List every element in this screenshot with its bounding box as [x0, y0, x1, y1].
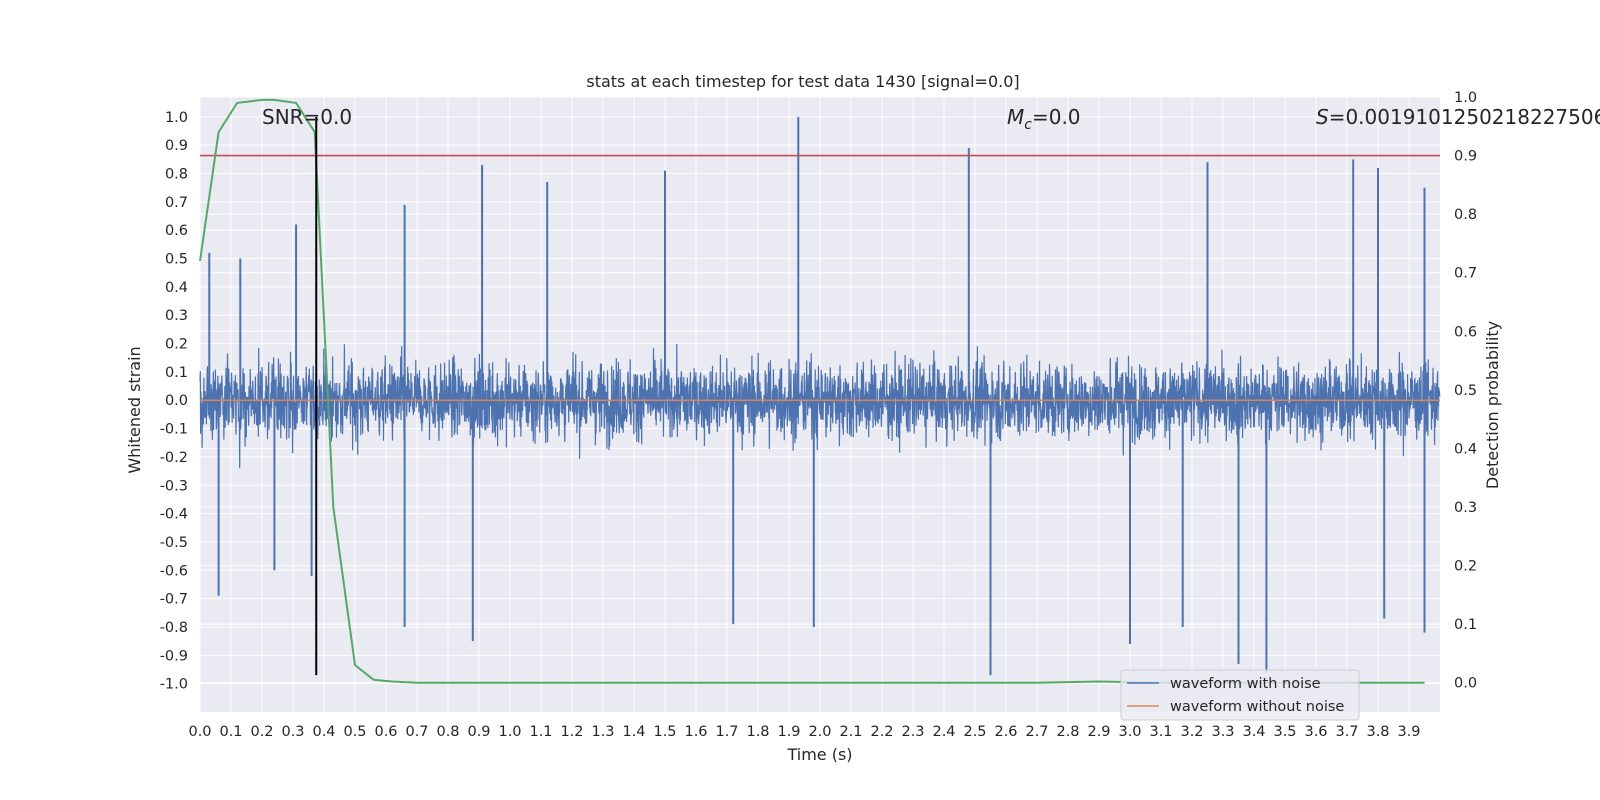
x-tick-label: 1.9 — [777, 724, 800, 740]
y-tick-label: -0.2 — [160, 450, 188, 466]
y-tick-label: -0.1 — [160, 422, 188, 438]
s-symbol: S — [1316, 105, 1329, 129]
x-tick-label: 0.6 — [374, 724, 397, 740]
y-tick-label: -1.0 — [160, 677, 188, 693]
chirp-mass-annotation: Mc=0.0 — [1007, 105, 1081, 133]
x-tick-label: 3.6 — [1304, 724, 1327, 740]
snr-annotation: SNR=0.0 — [262, 105, 352, 129]
x-tick-label: 3.2 — [1180, 724, 1203, 740]
x-tick-label: 3.0 — [1118, 724, 1141, 740]
y-tick-label: 1.0 — [165, 110, 188, 126]
y-tick-label: -0.3 — [160, 478, 188, 494]
chirp-mass-value: =0.0 — [1032, 105, 1081, 129]
y-tick-label: -0.5 — [160, 535, 188, 551]
y2-axis-label: Detection probability — [1483, 321, 1502, 489]
x-tick-label: 1.7 — [715, 724, 738, 740]
x-tick-label: 0.1 — [219, 724, 242, 740]
x-axis-ticks: 0.0 0.1 0.2 0.3 0.4 0.5 0.6 0.7 0.8 0.9 1.0 1.1 1.2 1… — [188, 724, 1420, 740]
y-tick-label: 0.7 — [165, 195, 188, 211]
y-tick-label: 0.0 — [165, 393, 188, 409]
x-tick-label: 1.4 — [622, 724, 645, 740]
x-tick-label: 2.3 — [901, 724, 924, 740]
noise-waveform-line — [199, 343, 1441, 469]
y-tick-label: 0.6 — [165, 223, 188, 239]
y-tick-label: 0.2 — [165, 337, 188, 353]
x-tick-label: 1.3 — [591, 724, 614, 740]
chirp-mass-symbol: M — [1007, 105, 1024, 129]
x-tick-label: 3.5 — [1273, 724, 1296, 740]
x-tick-label: 3.1 — [1149, 724, 1172, 740]
y2-tick-label: 1.0 — [1454, 90, 1477, 106]
legend-box — [1120, 669, 1360, 721]
y2-tick-label: 0.3 — [1454, 500, 1477, 516]
y2-tick-label: 0.7 — [1454, 266, 1477, 282]
y2-tick-label: 0.8 — [1454, 207, 1477, 223]
x-tick-label: 0.5 — [343, 724, 366, 740]
y-tick-label: 0.3 — [165, 308, 188, 324]
detection-probability-line — [199, 98, 1425, 684]
x-tick-label: 2.4 — [932, 724, 955, 740]
legend: waveform with noise waveform without noi… — [1120, 669, 1360, 721]
x-tick-label: 0.7 — [405, 724, 428, 740]
y-tick-label: -0.8 — [160, 620, 188, 636]
x-tick-label: 3.4 — [1242, 724, 1265, 740]
s-value: =0.0019101250218227506 — [1329, 105, 1600, 129]
x-tick-label: 1.1 — [529, 724, 552, 740]
x-tick-label: 1.6 — [684, 724, 707, 740]
y2-tick-label: 0.0 — [1454, 676, 1477, 692]
x-tick-label: 0.3 — [281, 724, 304, 740]
y2-tick-label: 0.5 — [1454, 383, 1477, 399]
x-tick-label: 2.6 — [994, 724, 1017, 740]
y-tick-label: 0.4 — [165, 280, 188, 296]
y2-tick-label: 0.6 — [1454, 324, 1477, 340]
y-axis-ticks: 1.0 0.9 0.8 0.7 0.6 0.5 0.4 0.3 0.2 0.1 0.0 -0.1 -0.… — [160, 110, 188, 693]
y-tick-label: 0.9 — [165, 138, 188, 154]
y2-tick-label: 0.1 — [1454, 617, 1477, 633]
y-tick-label: 0.5 — [165, 252, 188, 268]
x-tick-label: 0.9 — [467, 724, 490, 740]
y-tick-label: 0.8 — [165, 167, 188, 183]
x-axis-label: Time (s) — [786, 745, 852, 764]
x-tick-label: 2.8 — [1056, 724, 1079, 740]
y-tick-label: -0.9 — [160, 648, 188, 664]
x-tick-label: 1.5 — [653, 724, 676, 740]
x-tick-label: 2.7 — [1025, 724, 1048, 740]
y-axis-label: Whitened strain — [125, 346, 144, 473]
series-lines — [199, 98, 1440, 684]
y2-axis-ticks: 1.0 0.9 0.8 0.7 0.6 0.5 0.4 0.3 0.2 0.1 0.0 — [1454, 90, 1477, 692]
x-tick-label: 2.9 — [1087, 724, 1110, 740]
x-tick-label: 0.2 — [250, 724, 273, 740]
x-tick-label: 2.5 — [963, 724, 986, 740]
noise-waveform-series — [199, 116, 1441, 676]
x-tick-label: 1.8 — [746, 724, 769, 740]
x-tick-label: 3.3 — [1211, 724, 1234, 740]
x-tick-label: 1.2 — [560, 724, 583, 740]
x-tick-label: 3.9 — [1397, 724, 1420, 740]
y-tick-label: -0.7 — [160, 592, 188, 608]
y2-tick-label: 0.9 — [1454, 149, 1477, 165]
chart-title: stats at each timestep for test data 143… — [586, 72, 1019, 91]
s-annotation: S=0.0019101250218227506 — [1316, 105, 1600, 129]
x-tick-label: 3.7 — [1335, 724, 1358, 740]
x-tick-label: 2.0 — [808, 724, 831, 740]
y2-tick-label: 0.2 — [1454, 559, 1477, 575]
x-tick-label: 2.1 — [839, 724, 862, 740]
y-tick-label: -0.4 — [160, 507, 188, 523]
x-tick-label: 1.0 — [498, 724, 521, 740]
x-tick-label: 0.8 — [436, 724, 459, 740]
x-tick-label: 3.8 — [1366, 724, 1389, 740]
x-tick-label: 0.4 — [312, 724, 335, 740]
y2-tick-label: 0.4 — [1454, 441, 1477, 457]
legend-label-noise: waveform with noise — [1170, 676, 1321, 692]
y-tick-label: 0.1 — [165, 365, 188, 381]
chirp-mass-subscript: c — [1024, 117, 1032, 133]
y-tick-label: -0.6 — [160, 563, 188, 579]
legend-label-clean: waveform without noise — [1170, 699, 1344, 715]
x-tick-label: 0.0 — [188, 724, 211, 740]
x-tick-label: 2.2 — [870, 724, 893, 740]
